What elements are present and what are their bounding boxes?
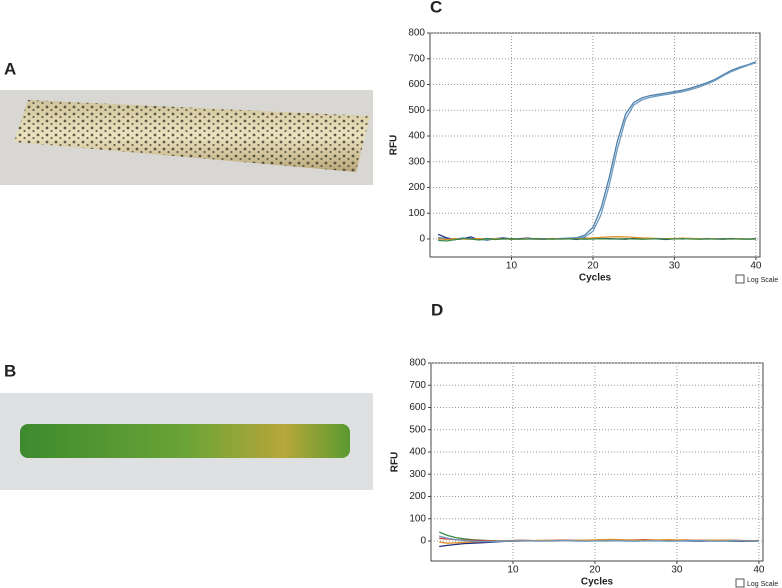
y-tick-label: 500 xyxy=(409,424,426,435)
x-axis-label: Cycles xyxy=(579,273,612,284)
y-tick-label: 100 xyxy=(409,513,426,524)
y-tick-label: 200 xyxy=(408,182,425,193)
y-axis-label: RFU xyxy=(390,452,401,473)
y-tick-label: 700 xyxy=(408,53,425,64)
log-scale-label: Log Scale xyxy=(747,581,778,588)
y-tick-label: 600 xyxy=(409,402,426,413)
x-tick-label: 40 xyxy=(753,565,765,576)
y-tick-label: 800 xyxy=(409,358,426,369)
y-tick-label: 300 xyxy=(409,469,426,480)
x-tick-label: 10 xyxy=(506,261,518,272)
stem-spots xyxy=(14,100,370,172)
chart-title: D xyxy=(431,300,443,319)
series-line xyxy=(439,535,759,543)
y-tick-label: 0 xyxy=(419,234,425,245)
y-tick-label: 200 xyxy=(409,491,426,502)
y-tick-label: 800 xyxy=(408,28,425,39)
y-tick-label: 300 xyxy=(408,156,425,167)
chart-title: C xyxy=(430,0,442,16)
stem-healthy xyxy=(20,424,350,458)
x-tick-label: 20 xyxy=(587,261,599,272)
y-tick-label: 100 xyxy=(408,208,425,219)
x-tick-label: 30 xyxy=(671,565,683,576)
x-tick-label: 30 xyxy=(669,261,681,272)
log-scale-label: Log Scale xyxy=(747,277,778,284)
x-tick-label: 10 xyxy=(507,565,519,576)
x-tick-label: 40 xyxy=(750,261,762,272)
y-tick-label: 400 xyxy=(408,131,425,142)
log-scale-checkbox[interactable] xyxy=(735,578,745,588)
y-tick-label: 400 xyxy=(409,447,426,458)
panel-label: B xyxy=(4,361,16,380)
panel-label: A xyxy=(4,59,16,78)
y-tick-label: 0 xyxy=(420,536,426,547)
y-tick-label: 600 xyxy=(408,79,425,90)
x-tick-label: 20 xyxy=(589,565,601,576)
log-scale-checkbox[interactable] xyxy=(735,274,745,284)
series-line xyxy=(438,237,756,242)
y-tick-label: 700 xyxy=(409,380,426,391)
x-axis-label: Cycles xyxy=(581,577,614,588)
y-tick-label: 500 xyxy=(408,105,425,116)
plot-area xyxy=(430,362,764,562)
y-axis-label: RFU xyxy=(389,135,400,156)
